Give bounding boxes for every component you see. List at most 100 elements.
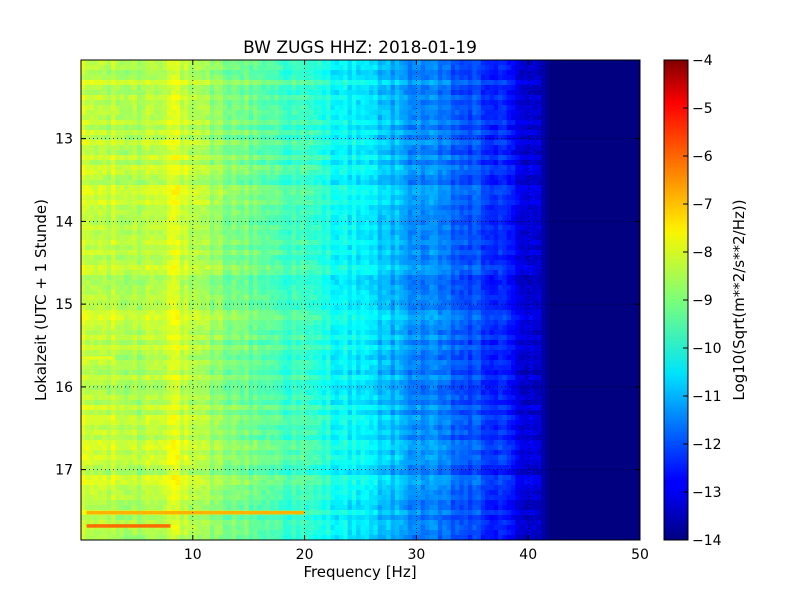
heatmap-cell <box>554 120 559 126</box>
heatmap-cell <box>485 130 491 136</box>
heatmap-cell <box>485 75 491 81</box>
heatmap-cell <box>399 180 405 186</box>
heatmap-cell <box>317 180 323 186</box>
heatmap-cell <box>480 240 486 246</box>
heatmap-cell <box>549 135 555 141</box>
heatmap-cell <box>635 150 640 156</box>
heatmap-cell <box>278 145 284 151</box>
heatmap-cell <box>377 210 383 216</box>
heatmap-cell <box>407 140 413 146</box>
heatmap-cell <box>532 85 538 91</box>
heatmap-cell <box>455 150 460 156</box>
heatmap-cell <box>167 95 172 101</box>
heatmap-cell <box>519 120 525 126</box>
heatmap-cell <box>102 70 108 76</box>
heatmap-cell <box>545 95 551 101</box>
heatmap-cell <box>588 240 594 246</box>
heatmap-cell <box>506 235 512 241</box>
heatmap-cell <box>334 155 340 161</box>
heatmap-cell <box>343 130 349 136</box>
heatmap-cell <box>283 90 288 96</box>
heatmap-cell <box>554 180 559 186</box>
heatmap-cell <box>343 205 349 211</box>
heatmap-cell <box>81 155 86 161</box>
heatmap-cell <box>506 190 512 196</box>
heatmap-cell <box>412 225 417 231</box>
heatmap-cell <box>167 210 172 216</box>
heatmap-cell <box>321 180 327 186</box>
heatmap-cell <box>511 135 516 141</box>
heatmap-cell <box>468 155 473 161</box>
heatmap-cell <box>506 155 512 161</box>
heatmap-cell <box>360 235 366 241</box>
heatmap-cell <box>584 75 589 81</box>
heatmap-cell <box>450 85 456 91</box>
heatmap-cell <box>85 125 91 131</box>
heatmap-cell <box>192 205 198 211</box>
heatmap-cell <box>171 195 177 201</box>
heatmap-cell <box>261 140 267 146</box>
heatmap-cell <box>373 165 379 171</box>
heatmap-cell <box>575 85 581 91</box>
heatmap-cell <box>433 210 439 216</box>
heatmap-cell <box>141 115 147 121</box>
heatmap-cell <box>81 240 86 246</box>
heatmap-cell <box>244 225 250 231</box>
heatmap-cell <box>476 135 482 141</box>
heatmap-cell <box>437 105 443 111</box>
heatmap-cell <box>476 130 482 136</box>
heatmap-cell <box>321 210 327 216</box>
heatmap-cell <box>390 175 396 181</box>
heatmap-cell <box>532 215 538 221</box>
heatmap-cell <box>480 75 486 81</box>
heatmap-cell <box>296 210 301 216</box>
heatmap-cell <box>287 80 293 86</box>
heatmap-cell <box>549 65 555 71</box>
heatmap-cell <box>571 205 577 211</box>
heatmap-cell <box>111 100 116 106</box>
heatmap-cell <box>240 205 245 211</box>
heatmap-cell <box>429 70 435 76</box>
heatmap-cell <box>128 235 134 241</box>
heatmap-cell <box>102 190 108 196</box>
heatmap-cell <box>283 120 288 126</box>
heatmap-cell <box>356 160 362 166</box>
heatmap-cell <box>265 170 271 176</box>
heatmap-cell <box>489 205 495 211</box>
heatmap-cell <box>175 90 181 96</box>
heatmap-cell <box>339 110 344 116</box>
heatmap-cell <box>511 155 516 161</box>
heatmap-cell <box>304 110 310 116</box>
heatmap-cell <box>463 230 469 236</box>
heatmap-cell <box>184 175 190 181</box>
heatmap-cell <box>618 65 624 71</box>
heatmap-cell <box>498 170 503 176</box>
heatmap-cell <box>136 165 142 171</box>
heatmap-cell <box>171 90 177 96</box>
heatmap-cell <box>274 180 280 186</box>
heatmap-cell <box>377 115 383 121</box>
heatmap-cell <box>115 250 121 256</box>
heatmap-cell <box>429 235 435 241</box>
heatmap-cell <box>158 110 164 116</box>
heatmap-cell <box>356 110 362 116</box>
heatmap-cell <box>463 240 469 246</box>
heatmap-cell <box>571 165 577 171</box>
heatmap-cell <box>244 215 250 221</box>
heatmap-cell <box>136 85 142 91</box>
heatmap-cell <box>601 220 607 226</box>
heatmap-cell <box>403 160 409 166</box>
heatmap-cell <box>270 70 276 76</box>
heatmap-cell <box>106 180 112 186</box>
heatmap-cell <box>554 135 559 141</box>
heatmap-cell <box>283 225 288 231</box>
heatmap-cell <box>506 175 512 181</box>
heatmap-cell <box>304 185 310 191</box>
heatmap-cell <box>597 215 602 221</box>
heatmap-cell <box>592 155 598 161</box>
heatmap-cell <box>425 180 430 186</box>
heatmap-cell <box>227 215 233 221</box>
heatmap-cell <box>463 85 469 91</box>
heatmap-cell <box>128 185 134 191</box>
heatmap-cell <box>571 155 577 161</box>
